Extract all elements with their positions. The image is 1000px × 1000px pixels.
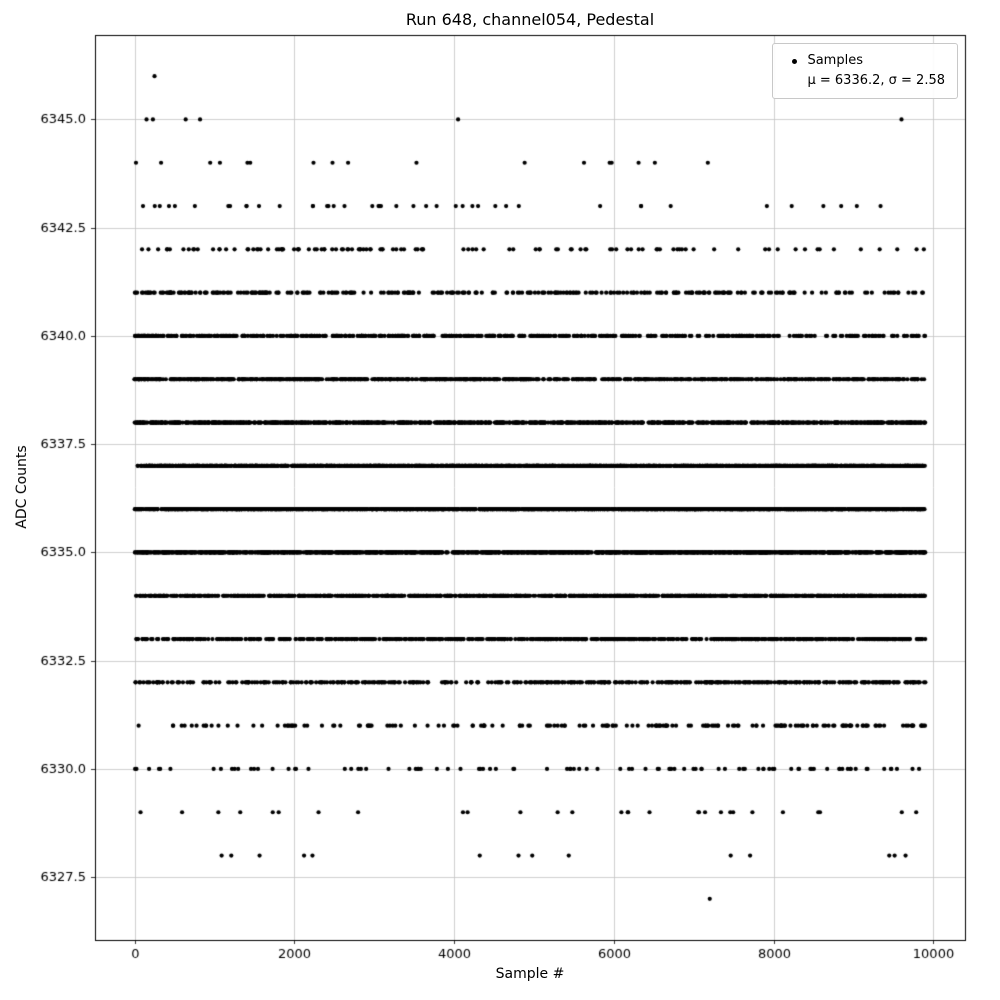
x-axis-label: Sample # xyxy=(495,966,565,982)
legend-stats-label: μ = 6336.2, σ = 2.58 xyxy=(807,73,945,89)
legend: Samples μ = 6336.2, σ = 2.58 xyxy=(772,43,958,100)
legend-samples-label: Samples xyxy=(807,53,863,68)
chart-title: Run 648, channel054, Pedestal xyxy=(405,10,655,29)
sample-marker-icon xyxy=(781,58,807,64)
y-axis-label: ADC Counts xyxy=(14,445,30,529)
legend-entry-stats: μ = 6336.2, σ = 2.58 xyxy=(781,71,945,91)
legend-entry-samples: Samples xyxy=(781,51,945,71)
